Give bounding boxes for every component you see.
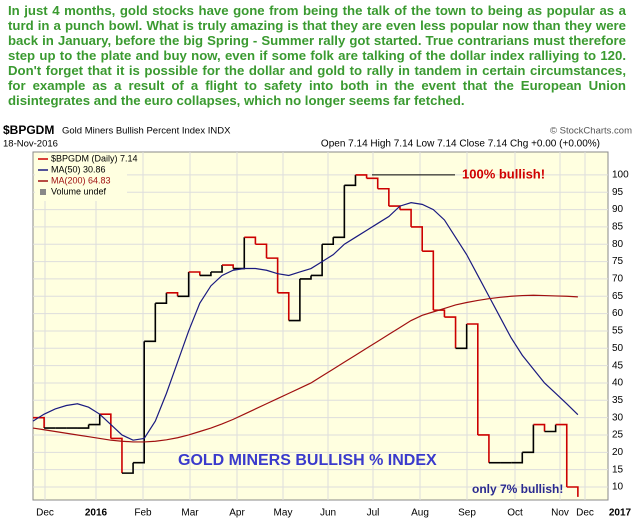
annotation: only 7% bullish! <box>472 482 563 496</box>
y-tick-label: 55 <box>612 326 624 337</box>
x-tick-label: Dec <box>576 508 594 519</box>
price-segment <box>444 316 457 349</box>
price-segment <box>366 177 379 189</box>
price-segment <box>166 291 179 297</box>
x-tick-label: May <box>274 508 293 519</box>
y-tick-label: 20 <box>612 447 624 458</box>
price-segment <box>477 434 490 463</box>
legend-label: MA(50) 30.86 <box>51 164 106 174</box>
price-segment <box>411 226 424 252</box>
price-segment <box>533 423 546 432</box>
y-tick-label: 45 <box>612 360 624 371</box>
annotation: GOLD MINERS BULLISH % INDEX <box>178 452 437 469</box>
x-tick-label: Mar <box>181 508 199 519</box>
x-tick-label: 2017 <box>609 508 632 519</box>
price-segment <box>344 174 357 187</box>
commentary: In just 4 months, gold stocks have gone … <box>8 3 626 108</box>
x-tick-label: Oct <box>507 508 523 519</box>
legend-box <box>35 153 127 201</box>
chart-title: Gold Miners Bullish Percent Index INDX <box>62 126 231 137</box>
price-segment <box>466 323 479 435</box>
x-tick-label: Dec <box>36 508 54 519</box>
price-segment <box>299 275 312 280</box>
price-segment <box>177 271 190 298</box>
source: © StockCharts.com <box>550 126 632 137</box>
x-tick-label: Jun <box>320 508 336 519</box>
annotation: 100% bullish! <box>462 166 545 181</box>
price-segment <box>199 271 212 277</box>
x-tick-label: Nov <box>551 508 569 519</box>
y-tick-label: 65 <box>612 291 624 302</box>
price-segment <box>522 424 535 454</box>
x-tick-label: 2016 <box>85 508 108 519</box>
x-tick-label: Sep <box>458 508 476 519</box>
x-tick-label: Aug <box>411 508 429 519</box>
price-segment <box>133 341 145 464</box>
moving-average <box>32 202 579 441</box>
y-tick-label: 70 <box>612 274 624 285</box>
price-segment <box>555 423 568 487</box>
x-tick-label: Apr <box>229 508 245 519</box>
price-segment <box>99 413 112 439</box>
price-segment <box>377 187 390 207</box>
price-segment <box>399 208 412 227</box>
y-tick-label: 80 <box>612 239 624 250</box>
x-tick-label: Jul <box>367 508 380 519</box>
price-segment <box>511 452 524 464</box>
price-segment <box>255 243 268 259</box>
symbol: $BPGDM <box>3 123 54 137</box>
price-segment <box>422 250 435 311</box>
plot-area <box>32 151 609 501</box>
y-tick-label: 100 <box>612 170 629 181</box>
legend-label: MA(200) 64.83 <box>51 175 111 185</box>
price-segment <box>455 324 468 350</box>
legend-swatch <box>40 189 46 195</box>
legend-label: $BPGDM (Daily) 7.14 <box>51 153 138 163</box>
price-segment <box>155 292 168 304</box>
price-segment <box>277 291 290 321</box>
price-segment <box>266 257 279 293</box>
price-segment <box>222 264 234 269</box>
legend-label: Volume undef <box>51 186 107 196</box>
price-segment <box>188 271 201 276</box>
price-segment <box>544 424 557 433</box>
y-tick-label: 15 <box>612 464 624 475</box>
price-segment <box>288 278 301 322</box>
y-tick-label: 95 <box>612 187 624 198</box>
y-tick-label: 10 <box>612 482 624 493</box>
y-tick-label: 60 <box>612 308 624 319</box>
price-segment <box>322 237 335 246</box>
moving-average <box>32 294 578 443</box>
price-segment <box>121 462 134 474</box>
price-segment <box>244 236 257 245</box>
quote: Open 7.14 High 7.14 Low 7.14 Close 7.14 … <box>321 139 600 150</box>
price-segment <box>144 303 157 343</box>
y-tick-label: 75 <box>612 256 624 267</box>
y-tick-label: 40 <box>612 378 624 389</box>
y-tick-label: 30 <box>612 412 624 423</box>
price-segment <box>88 414 101 426</box>
y-tick-label: 25 <box>612 430 624 441</box>
price-segment <box>110 437 123 474</box>
price-segment <box>566 486 579 497</box>
y-tick-label: 85 <box>612 222 624 233</box>
price-segment <box>333 185 346 239</box>
y-tick-label: 50 <box>612 343 624 354</box>
price-segment <box>311 244 323 277</box>
date: 18-Nov-2016 <box>3 139 58 150</box>
price-segment <box>355 174 368 179</box>
y-tick-label: 90 <box>612 204 624 215</box>
price-segment <box>77 424 90 429</box>
y-tick-label: 35 <box>612 395 624 406</box>
x-tick-label: Feb <box>134 508 152 519</box>
price-segment <box>210 265 223 273</box>
price-segment <box>33 416 45 429</box>
